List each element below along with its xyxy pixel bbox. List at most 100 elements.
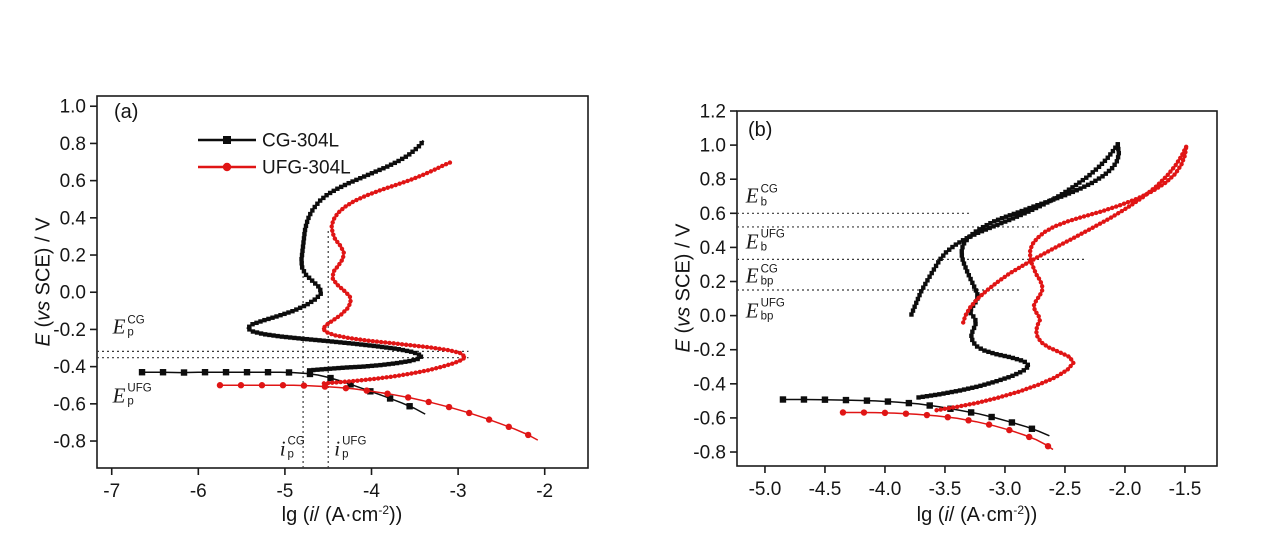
square-marker bbox=[247, 327, 252, 332]
square-marker bbox=[306, 275, 312, 280]
square-marker bbox=[987, 225, 992, 231]
circle-marker bbox=[377, 188, 382, 193]
circle-marker bbox=[449, 348, 455, 354]
square-marker bbox=[350, 341, 356, 346]
circle-marker bbox=[440, 163, 445, 169]
square-marker bbox=[302, 227, 308, 233]
circle-marker bbox=[359, 378, 364, 383]
circle-marker bbox=[1004, 393, 1009, 398]
circle-marker bbox=[345, 306, 350, 311]
square-marker bbox=[415, 356, 420, 362]
circle-marker bbox=[337, 243, 343, 248]
circle-marker bbox=[331, 216, 337, 221]
circle-marker bbox=[1054, 348, 1060, 354]
circle-marker bbox=[934, 408, 939, 413]
circle-marker bbox=[325, 330, 330, 335]
circle-marker bbox=[347, 302, 352, 308]
circle-marker bbox=[985, 287, 991, 292]
square-marker bbox=[970, 329, 975, 334]
circle-marker bbox=[1086, 227, 1092, 232]
annotation-sub: p bbox=[127, 326, 134, 339]
square-marker bbox=[323, 366, 329, 372]
annotation-sub: bp bbox=[760, 310, 774, 323]
annotation-label-E-p-UFG: E UFG p bbox=[113, 383, 152, 408]
square-marker bbox=[986, 381, 991, 386]
circle-marker bbox=[1062, 352, 1067, 357]
square-marker bbox=[953, 389, 959, 394]
square-marker bbox=[1058, 194, 1064, 199]
circle-marker bbox=[524, 431, 532, 439]
square-marker bbox=[309, 299, 314, 305]
x-tick-label-b: -3.5 bbox=[929, 479, 962, 500]
circle-marker bbox=[425, 368, 431, 373]
circle-marker bbox=[983, 398, 989, 403]
circle-marker bbox=[1085, 213, 1091, 218]
square-marker bbox=[407, 152, 412, 157]
circle-marker bbox=[380, 375, 385, 381]
square-marker bbox=[336, 365, 341, 371]
square-marker bbox=[1093, 178, 1098, 183]
square-marker bbox=[357, 364, 362, 370]
square-marker bbox=[377, 167, 382, 173]
circle-marker bbox=[1073, 216, 1079, 222]
circle-marker bbox=[1071, 360, 1076, 366]
square-marker bbox=[1115, 155, 1121, 160]
circle-marker bbox=[1005, 272, 1011, 277]
y-tick-label-b: -0.6 bbox=[693, 408, 726, 429]
circle-marker bbox=[1175, 159, 1181, 164]
circle-marker bbox=[339, 258, 344, 263]
square-marker bbox=[978, 346, 983, 351]
circle-marker bbox=[381, 186, 386, 192]
square-marker bbox=[1093, 167, 1099, 172]
circle-marker bbox=[363, 377, 368, 383]
circle-marker bbox=[1053, 245, 1058, 250]
square-marker bbox=[406, 403, 413, 410]
circle-marker bbox=[348, 298, 353, 304]
circle-marker bbox=[417, 174, 422, 179]
square-marker bbox=[916, 395, 921, 400]
circle-marker bbox=[420, 172, 426, 177]
square-marker bbox=[290, 309, 295, 314]
square-marker bbox=[385, 164, 390, 169]
annotation-sup: CG bbox=[760, 262, 778, 275]
x-tick-label-a: -4 bbox=[363, 481, 380, 502]
square-marker bbox=[390, 361, 396, 366]
circle-marker bbox=[424, 344, 430, 350]
square-marker bbox=[283, 334, 289, 340]
circle-marker bbox=[1105, 207, 1111, 212]
circle-marker bbox=[1006, 426, 1013, 434]
circle-marker bbox=[963, 312, 969, 317]
square-marker bbox=[975, 230, 981, 235]
square-marker bbox=[914, 300, 919, 306]
circle-marker bbox=[1009, 269, 1014, 275]
square-marker bbox=[1056, 194, 1061, 199]
circle-marker bbox=[1032, 383, 1037, 389]
square-marker bbox=[909, 312, 914, 317]
plot-box-b bbox=[736, 110, 1218, 467]
circle-marker bbox=[258, 382, 266, 389]
square-marker bbox=[410, 149, 415, 154]
square-marker bbox=[1102, 158, 1108, 164]
annotation-sub: b bbox=[760, 196, 767, 209]
circle-marker bbox=[950, 405, 956, 410]
circle-marker bbox=[963, 402, 968, 408]
square-marker bbox=[949, 389, 954, 395]
square-marker bbox=[917, 292, 922, 298]
square-marker bbox=[396, 158, 401, 164]
circle-marker bbox=[445, 347, 451, 353]
square-marker bbox=[863, 397, 871, 404]
circle-marker bbox=[412, 343, 417, 348]
square-marker bbox=[1074, 188, 1079, 193]
circle-marker bbox=[421, 368, 427, 374]
circle-marker bbox=[354, 197, 359, 203]
square-marker bbox=[332, 366, 337, 371]
square-marker bbox=[1003, 214, 1009, 219]
circle-marker bbox=[401, 180, 406, 185]
circle-marker bbox=[325, 380, 331, 386]
square-marker bbox=[258, 319, 263, 324]
circle-marker bbox=[1183, 144, 1189, 150]
square-marker bbox=[288, 335, 293, 340]
square-marker bbox=[1028, 425, 1036, 432]
annotation-base: E bbox=[112, 382, 126, 407]
circle-marker bbox=[860, 409, 868, 416]
